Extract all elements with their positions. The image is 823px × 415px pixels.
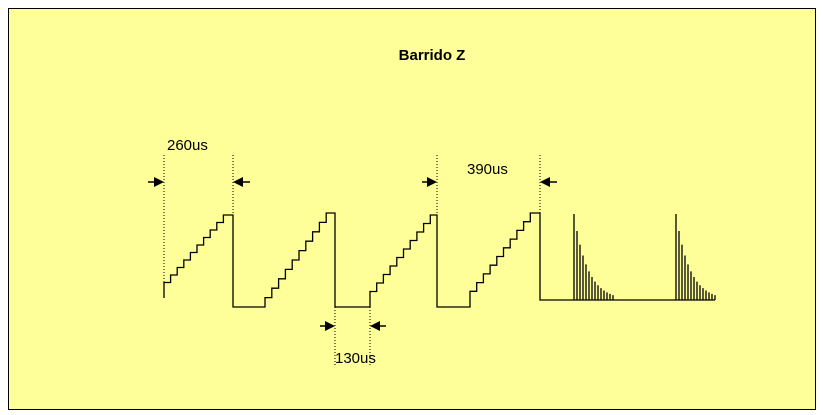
- waveform: [163, 212, 716, 308]
- annotation: 390us: [467, 161, 508, 178]
- staircase-wave: [163, 212, 715, 308]
- dotted-guides: [163, 155, 541, 365]
- annotation: 260us: [167, 137, 208, 154]
- decay-spikes: [573, 214, 716, 300]
- title: Barrido Z: [399, 47, 466, 64]
- panel: [8, 8, 816, 410]
- annotation: 130us: [335, 350, 376, 367]
- arrows: [148, 177, 557, 331]
